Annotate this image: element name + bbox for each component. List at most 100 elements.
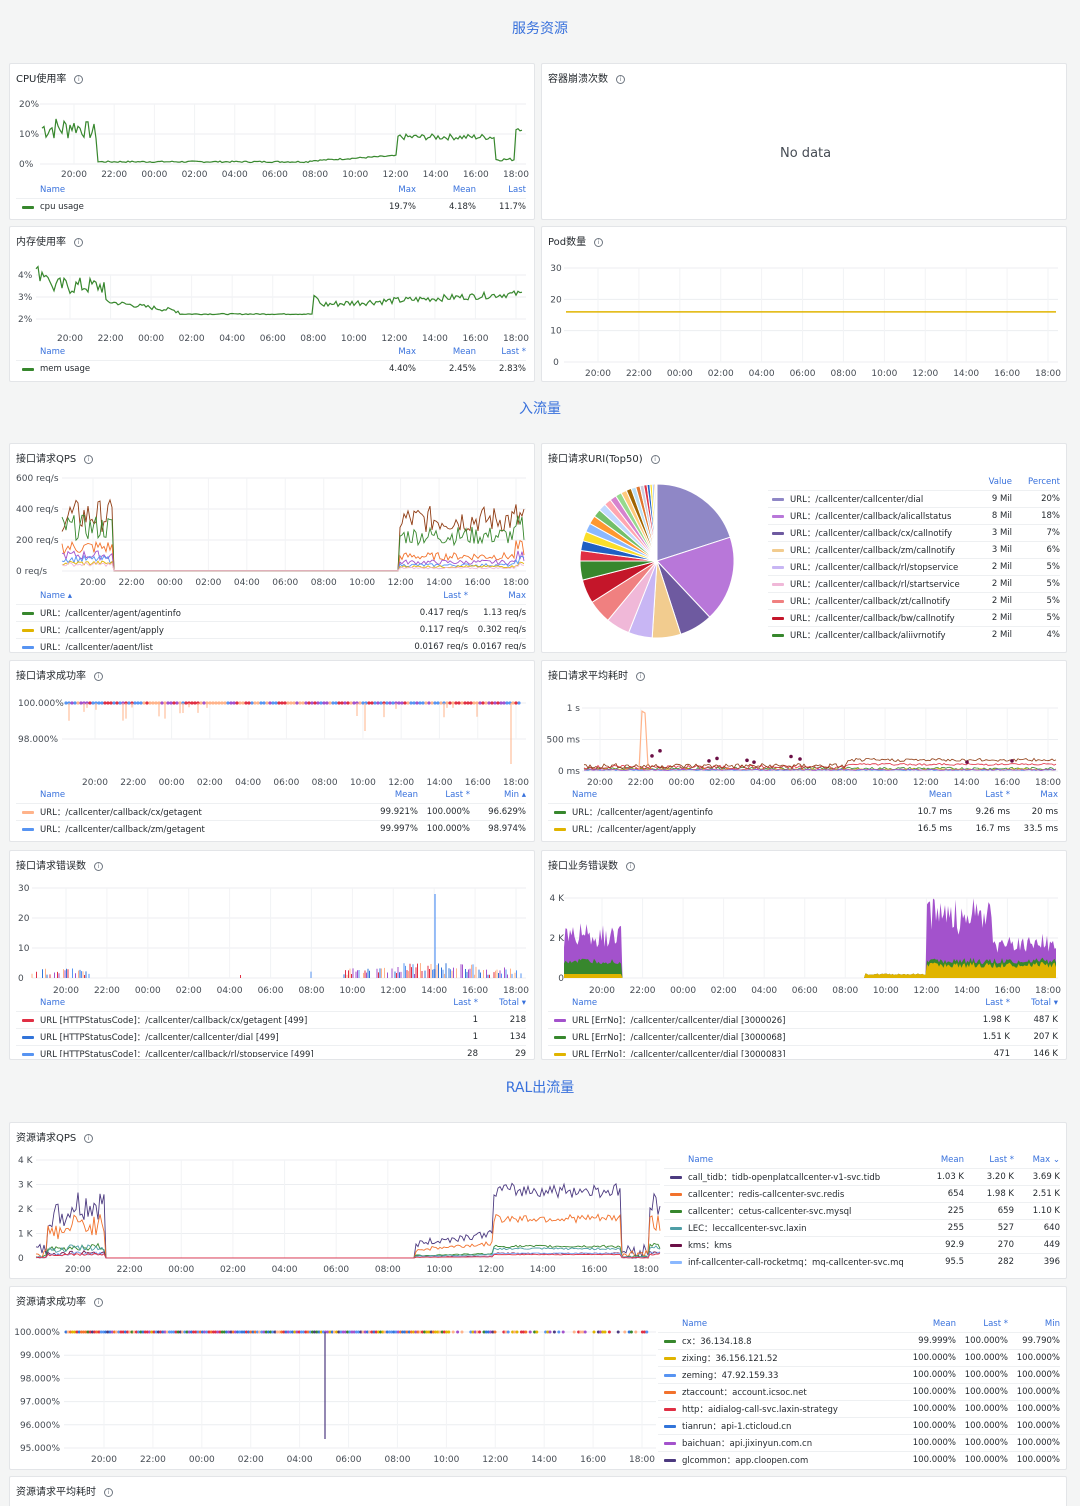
- legend-column-header[interactable]: Name: [572, 998, 598, 1008]
- legend-column-header[interactable]: Mean: [928, 790, 952, 800]
- legend-column-header[interactable]: Last *: [989, 1155, 1014, 1165]
- legend-row[interactable]: call_tidb：tidb-openplatcallcenter-v1-svc…: [664, 1168, 1060, 1185]
- legend-row[interactable]: cpu usage 19.7% 4.18% 11.7%: [16, 198, 526, 215]
- legend-row[interactable]: callcenter：redis-callcenter-svc.redis 654…: [664, 1185, 1060, 1202]
- info-icon[interactable]: i: [84, 1134, 94, 1143]
- legend-row[interactable]: http：aidialog-call-svc.laxin-strategy 100…: [658, 1400, 1060, 1417]
- legend-column-header[interactable]: Name: [572, 790, 598, 800]
- panel-cpu-usage[interactable]: CPU使用率 i 20% 10% 0% 20:00 22:00 00:00 02:00 04:0…: [9, 63, 535, 220]
- legend-column-header[interactable]: Min ▴: [503, 790, 526, 800]
- legend-column-header[interactable]: Name: [40, 347, 66, 357]
- legend-row[interactable]: URL：/callcenter/callback/rl/startservice…: [768, 575, 1060, 592]
- legend-column-header[interactable]: Last *: [443, 591, 468, 601]
- legend-row[interactable]: URL：/callcenter/agent/agentinfo 0.417 req…: [16, 604, 526, 621]
- legend-column-header[interactable]: Total ▾: [1031, 998, 1058, 1008]
- legend-column-header[interactable]: Mean: [394, 790, 418, 800]
- rsuccess-chart[interactable]: 100.000% 99.000% 98.000% 97.000% 96.000% 95.0…: [10, 1287, 660, 1470]
- info-icon[interactable]: i: [626, 862, 635, 871]
- legend-row[interactable]: URL [HTTPStatusCode]：/callcenter/callbac…: [16, 1011, 526, 1028]
- legend-row[interactable]: URL：/callcenter/callback/alicallstatus 8 …: [768, 507, 1060, 524]
- info-icon[interactable]: i: [104, 1488, 113, 1497]
- legend-row[interactable]: tianrun：api-1.cticloud.cn 100.000% 100.000…: [658, 1417, 1060, 1434]
- legend-column-header[interactable]: Last *: [445, 790, 470, 800]
- legend-row[interactable]: URL：/callcenter/callback/zt/callnotify 2 …: [768, 592, 1060, 609]
- legend-column-header[interactable]: Max: [1040, 790, 1058, 800]
- success-chart[interactable]: 100.000% 98.000% 20:00 22:00 00:00 02:00 04:00…: [10, 661, 535, 842]
- legend-column-header[interactable]: Min: [1044, 1319, 1060, 1329]
- info-icon[interactable]: i: [94, 862, 103, 871]
- legend-row[interactable]: URL：/callcenter/agent/apply 0.117 req/s 0.…: [16, 621, 526, 638]
- legend-column-header[interactable]: Mean: [940, 1155, 964, 1165]
- legend-row[interactable]: URL [ErrNo]：/callcenter/callcenter/dial …: [548, 1045, 1058, 1057]
- panel-api-success-rate[interactable]: 接口请求成功率 i 100.000% 98.000% 20:00 22:00 00:00 0…: [9, 660, 535, 842]
- cpu-chart[interactable]: 20% 10% 0% 20:00 22:00 00:00 02:00 04:00 06:00 08…: [10, 64, 535, 220]
- legend-column-header[interactable]: Total ▾: [499, 998, 526, 1008]
- legend-row[interactable]: URL [HTTPStatusCode]：/callcenter/callcen…: [16, 1028, 526, 1045]
- latency-chart[interactable]: 1 s 500 ms 0 ms 20:00 22:00 00:00 02:00 04:00 06…: [542, 661, 1067, 842]
- legend-column-header[interactable]: Max: [398, 347, 416, 357]
- panel-api-error-count[interactable]: 接口请求错误数 i 30 20 10 0 20:00 22:00 00:00 02:00 04:0…: [9, 850, 535, 1060]
- info-icon[interactable]: i: [636, 672, 645, 681]
- legend-row[interactable]: URL [HTTPStatusCode]：/callcenter/callbac…: [16, 1045, 526, 1057]
- legend-column-header[interactable]: Percent: [1028, 477, 1060, 487]
- info-icon[interactable]: i: [594, 238, 604, 247]
- legend-column-header[interactable]: Last *: [985, 790, 1010, 800]
- legend-row[interactable]: inf-callcenter-call-rocketmq：mq-callcent…: [664, 1253, 1060, 1270]
- legend-column-header[interactable]: Name: [682, 1319, 708, 1329]
- legend-column-header[interactable]: Last *: [985, 998, 1010, 1008]
- legend-column-header[interactable]: Last *: [983, 1319, 1008, 1329]
- legend-row[interactable]: mem usage 4.40% 2.45% 2.83%: [16, 360, 526, 377]
- legend-row[interactable]: ztaccount：account.icsoc.net 100.000% 100.0…: [658, 1383, 1060, 1400]
- rqps-chart[interactable]: 4 K 3 K 2 K 1 K 0 20:00 22:00 00:00 02:00 04:00 06…: [10, 1123, 670, 1279]
- info-icon[interactable]: i: [616, 75, 625, 84]
- legend-row[interactable]: URL [ErrNo]：/callcenter/callcenter/dial …: [548, 1011, 1058, 1028]
- legend-column-header[interactable]: Name: [688, 1155, 714, 1165]
- legend-row[interactable]: zeming：47.92.159.33 100.000% 100.000% 100.0…: [658, 1366, 1060, 1383]
- panel-resource-success-rate[interactable]: 资源请求成功率 i 100.000% 99.000% 98.000% 97.000% 96…: [9, 1286, 1067, 1470]
- legend-column-header[interactable]: Name: [40, 790, 66, 800]
- panel-api-qps[interactable]: 接口请求QPS i 600 req/s 400 req/s 200 req/s 0 re…: [9, 443, 535, 653]
- legend-row[interactable]: zixing：36.156.121.52 100.000% 100.000% 100.…: [658, 1349, 1060, 1366]
- panel-container-crash[interactable]: 容器崩溃次数 i No data: [541, 63, 1067, 220]
- legend-row[interactable]: URL：/callcenter/callback/cx/getagent 99.9…: [16, 803, 526, 820]
- legend-column-header[interactable]: Name: [40, 998, 66, 1008]
- legend-row[interactable]: callcenter：cetus-callcenter-svc.mysql 225…: [664, 1202, 1060, 1219]
- legend-row[interactable]: baichuan：api.jixinyun.com.cn 100.000% 100.…: [658, 1434, 1060, 1451]
- legend-row[interactable]: URL：/callcenter/callback/zm/callnotify 3 …: [768, 541, 1060, 558]
- legend-column-header[interactable]: Last *: [453, 998, 478, 1008]
- legend-row[interactable]: URL：/callcenter/agent/agentinfo 10.7 ms 9.…: [548, 803, 1058, 820]
- qps-chart[interactable]: 600 req/s 400 req/s 200 req/s 0 req/s 20:00 2…: [10, 444, 535, 653]
- legend-row[interactable]: URL [ErrNo]：/callcenter/callcenter/dial …: [548, 1028, 1058, 1045]
- legend-column-header[interactable]: Last: [508, 185, 526, 195]
- mem-chart[interactable]: 4% 3% 2% 20:00 22:00 00:00 02:00 04:00 06:00 08:0…: [10, 227, 535, 382]
- legend-row[interactable]: URL：/callcenter/callback/bw/callnotify 2 …: [768, 609, 1060, 626]
- legend-column-header[interactable]: Mean: [452, 347, 476, 357]
- legend-row[interactable]: glcommon：app.cloopen.com 100.000% 100.000%…: [658, 1451, 1060, 1468]
- legend-row[interactable]: URL：/callcenter/agent/list 0.0167 req/s 0.…: [16, 638, 526, 650]
- legend-column-header[interactable]: Last *: [501, 347, 526, 357]
- errors-chart[interactable]: 30 20 10 0 20:00 22:00 00:00 02:00 04:00 06:00 08:…: [10, 851, 535, 1060]
- legend-column-header[interactable]: Name: [40, 185, 66, 195]
- info-icon[interactable]: i: [74, 238, 83, 247]
- info-icon[interactable]: i: [74, 75, 84, 84]
- panel-biz-error-count[interactable]: 接口业务错误数 i 4 K 2 K 0 20:00 22:00 00:00 02:00 04:0…: [541, 850, 1067, 1060]
- legend-row[interactable]: URL：/callcenter/callback/rl/stopservice 2…: [768, 558, 1060, 575]
- legend-column-header[interactable]: Max: [508, 591, 526, 601]
- legend-row[interactable]: cx：36.134.18.8 99.999% 100.000% 99.790%: [658, 1332, 1060, 1349]
- legend-row[interactable]: URL：/callcenter/callback/aliivrnotify 2 M…: [768, 626, 1060, 643]
- legend-column-header[interactable]: Max ⌄: [1032, 1155, 1060, 1165]
- panel-resource-qps[interactable]: 资源请求QPS i 4 K 3 K 2 K 1 K 0 20:00 22:00 00:00 02:…: [9, 1122, 1067, 1279]
- panel-api-uri-top50[interactable]: 接口请求URI(Top50) i Value Percent URL：/callcen…: [541, 443, 1067, 653]
- legend-column-header[interactable]: Mean: [932, 1319, 956, 1329]
- legend-column-header[interactable]: Max: [398, 185, 416, 195]
- info-icon[interactable]: i: [650, 455, 660, 464]
- legend-row[interactable]: URL：/callcenter/callback/cx/callnotify 3 …: [768, 524, 1060, 541]
- panel-pod-count[interactable]: Pod数量 i 30 20 10 0 20:00 22:00 00:00 02:00 04:00 0…: [541, 226, 1067, 382]
- panel-api-latency[interactable]: 接口请求平均耗时 i 1 s 500 ms 0 ms 20:00 22:00 00:00 02…: [541, 660, 1067, 842]
- legend-row[interactable]: LEC：leccallcenter-svc.laxin 255 527 640: [664, 1219, 1060, 1236]
- panel-memory-usage[interactable]: 内存使用率 i 4% 3% 2% 20:00 22:00 00:00 02:00 04:00 06…: [9, 226, 535, 382]
- legend-row[interactable]: URL：/callcenter/callback/zm/getagent 99.9…: [16, 820, 526, 837]
- pod-chart[interactable]: 30 20 10 0 20:00 22:00 00:00 02:00 04:00 06:00 08:…: [542, 227, 1067, 382]
- legend-column-header[interactable]: Value: [988, 477, 1012, 487]
- biz-chart[interactable]: 4 K 2 K 0 20:00 22:00 00:00 02:00 04:00 06:00 08:…: [542, 851, 1067, 1060]
